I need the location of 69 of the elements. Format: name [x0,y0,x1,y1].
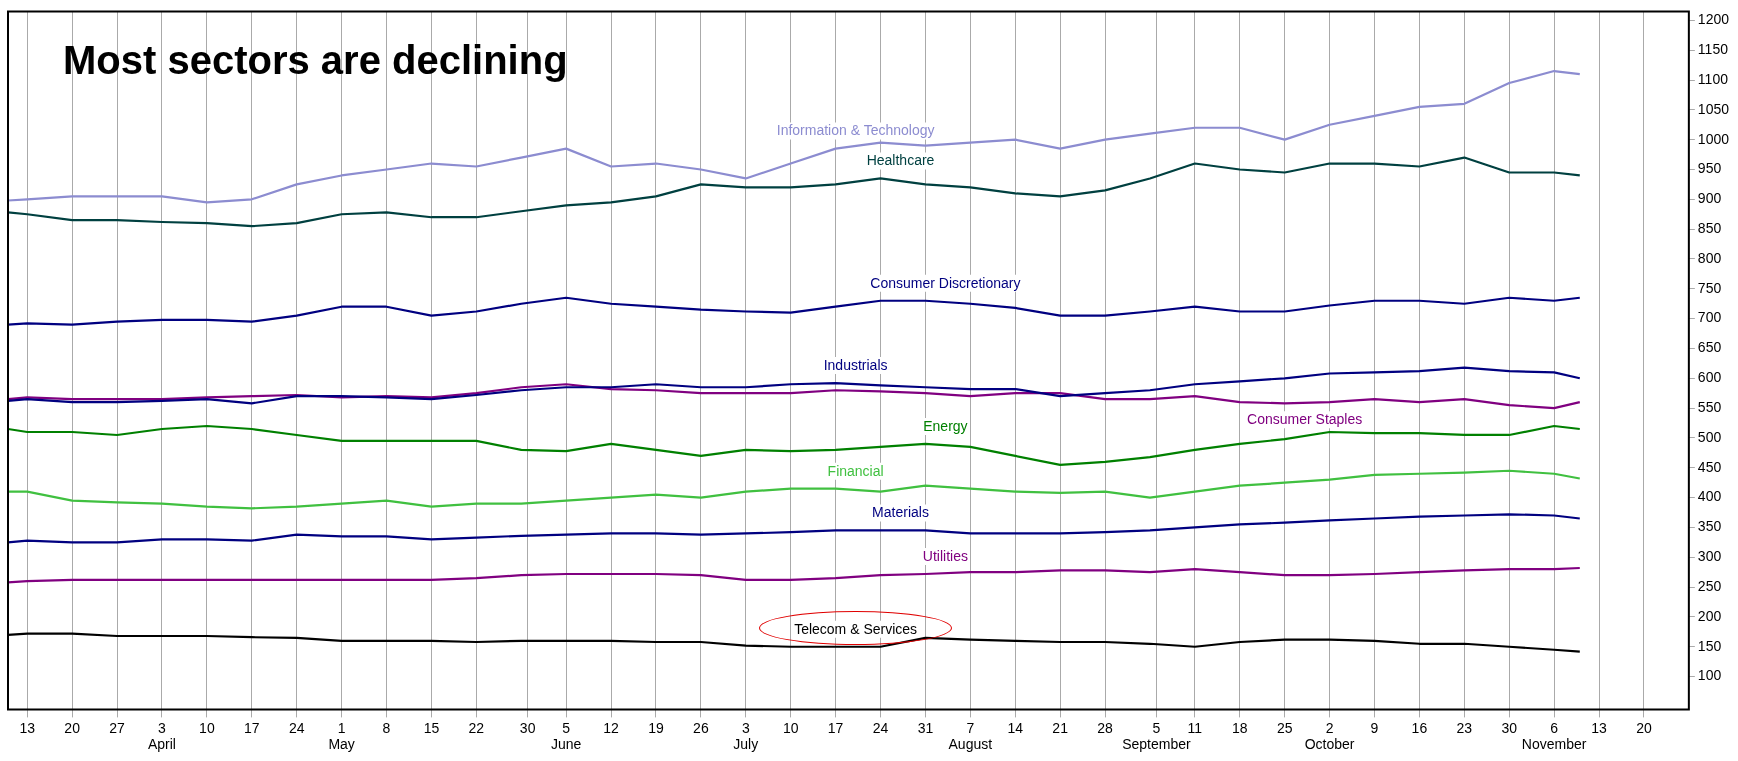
x-tick-label: 20 [64,719,81,736]
y-tick-label: 1200 [1697,11,1730,28]
x-tick-label: 13 [19,719,36,736]
series-label: Information & Technology [776,122,935,139]
y-tick-label: 550 [1697,398,1722,415]
y-tick-label: 200 [1697,607,1722,624]
x-tick-label: 18 [1231,719,1248,736]
x-tick-label: 10 [199,719,215,736]
x-tick-label: 10 [782,719,799,736]
x-tick-label: 24 [872,719,889,736]
series-label: Consumer Staples [1247,411,1363,428]
series-label: Consumer Discretionary [870,274,1021,291]
y-tick-label: 850 [1697,220,1722,237]
series-label: Telecom & Services [794,620,918,637]
x-tick-label: 15 [423,719,440,736]
x-tick-label: 9 [1370,719,1379,736]
x-tick-label: 5 June [550,719,582,753]
series-label: Energy [923,417,968,434]
series-label: Financial [827,462,884,479]
x-tick-label: 22 [468,719,485,736]
x-tick-label: 17 [827,719,844,736]
y-tick-label: 1050 [1697,100,1730,117]
y-tick-label: 1100 [1697,70,1729,87]
y-tick-label: 500 [1697,428,1722,445]
x-tick-label: 3 July [733,719,759,753]
y-tick-label: 700 [1697,309,1722,326]
y-tick-label: 450 [1697,458,1722,475]
x-tick-label: 14 [1007,719,1024,736]
series-label: Utilities [922,547,968,564]
x-tick-label: 28 [1097,719,1114,736]
y-tick-label: 1000 [1697,130,1730,147]
x-tick-label: 23 [1456,719,1473,736]
x-tick-label: 25 [1276,719,1293,736]
x-tick-label: 17 [244,719,260,736]
series-label: Industrials [823,356,888,373]
x-tick-label: 6 November [1521,719,1587,753]
y-tick-label: 300 [1697,548,1722,565]
x-tick-label: 27 [109,719,126,736]
x-tick-label: 3 April [147,719,176,753]
x-tick-label: 30 [519,719,536,736]
series-label: Healthcare [866,152,935,169]
series-label: Materials [872,504,929,521]
y-tick-label: 1150 [1697,41,1729,58]
x-tick-label: 21 [1052,719,1069,736]
y-tick-label: 350 [1697,518,1722,535]
y-tick-label: 250 [1697,577,1722,594]
x-tick-label: 20 [1636,719,1652,736]
y-tick-label: 950 [1697,160,1722,177]
x-tick-label: 7 August [948,719,993,753]
x-tick-label: 12 [603,719,620,736]
x-tick-label: 1 May [328,719,355,753]
y-tick-label: 650 [1697,339,1722,356]
x-tick-label: 24 [288,719,305,736]
y-tick-label: 900 [1697,190,1722,207]
y-tick-label: 800 [1697,249,1722,266]
x-tick-label: 26 [693,719,709,736]
x-tick-label: 2 October [1304,719,1355,753]
y-tick-label: 400 [1697,488,1722,505]
x-tick-label: 8 [382,719,391,736]
y-tick-label: 600 [1697,369,1722,386]
x-tick-label: 19 [648,719,664,736]
x-tick-label: 30 [1501,719,1518,736]
y-tick-label: 150 [1697,637,1722,654]
y-tick-label: 750 [1697,279,1722,296]
x-tick-label: 13 [1591,719,1608,736]
y-tick-label: 100 [1697,667,1722,684]
x-tick-label: 31 [917,719,934,736]
x-tick-label: 16 [1411,719,1428,736]
text: Most sectors are declining [63,38,568,83]
